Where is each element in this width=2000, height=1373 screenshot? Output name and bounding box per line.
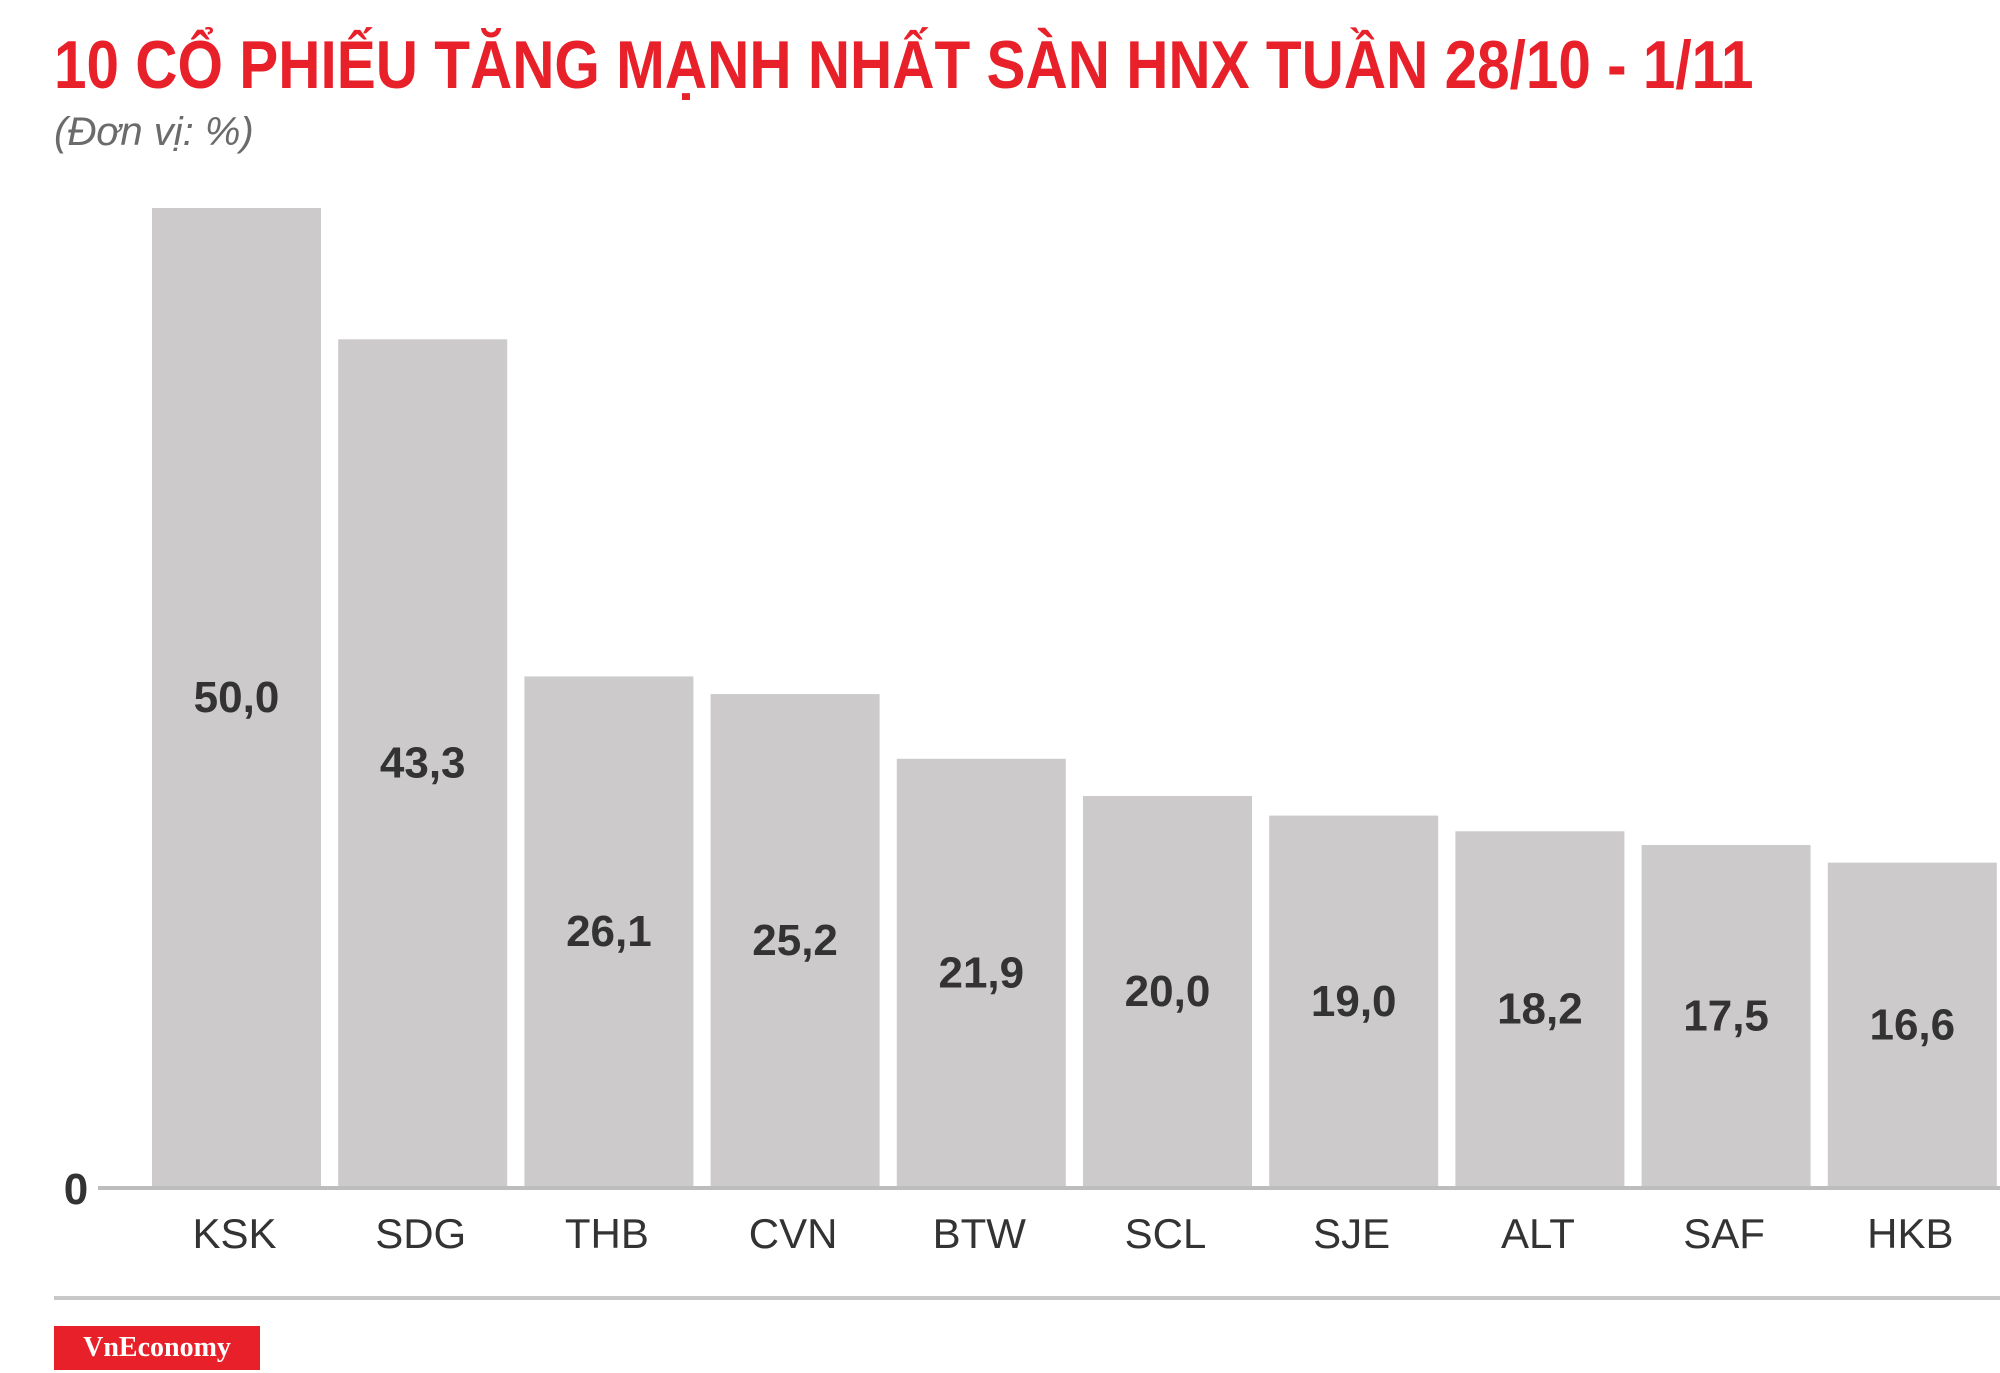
bar-sje [1269, 815, 1439, 1188]
value-label-sdg: 43,3 [380, 739, 466, 788]
bar-cvn [710, 694, 880, 1188]
bar-ksk [152, 208, 321, 1188]
vneconomy-logo: VnEconomy [54, 1326, 260, 1370]
bar-scl [1083, 796, 1252, 1188]
bar-chart: 50,0 KSK 43,3 SDG 26,1 THB 25,2 CVN 21,9 BTW 20,0 S… [64, 208, 2000, 1257]
bar-saf [1641, 845, 1811, 1188]
category-label-saf: SAF [1683, 1210, 1765, 1257]
category-label-hkb: HKB [1867, 1210, 1953, 1257]
bar-hkb [1827, 862, 1997, 1188]
category-label-sje: SJE [1313, 1210, 1390, 1257]
unit-subtitle: (Đơn vị: %) [54, 110, 254, 154]
category-label-cvn: CVN [749, 1210, 838, 1257]
footer-divider [54, 1296, 2000, 1300]
category-label-sdg: SDG [375, 1210, 466, 1257]
bar-alt [1455, 831, 1625, 1188]
chart-title: 10 CỔ PHIẾU TĂNG MẠNH NHẤT SÀN HNX TUẦN … [54, 27, 1754, 103]
value-label-scl: 20,0 [1125, 967, 1211, 1016]
y-tick-label-0: 0 [64, 1165, 88, 1214]
value-label-cvn: 25,2 [752, 916, 838, 965]
bar-btw [896, 758, 1066, 1188]
value-label-ksk: 50,0 [194, 673, 280, 722]
category-label-thb: THB [565, 1210, 649, 1257]
bar-sdg [338, 339, 508, 1188]
category-label-scl: SCL [1125, 1210, 1207, 1257]
value-label-saf: 17,5 [1683, 992, 1769, 1041]
value-label-thb: 26,1 [566, 907, 652, 956]
value-label-sje: 19,0 [1311, 977, 1397, 1026]
category-label-ksk: KSK [192, 1210, 276, 1257]
category-label-alt: ALT [1501, 1210, 1575, 1257]
value-label-hkb: 16,6 [1869, 1000, 1955, 1049]
bar-thb [524, 676, 694, 1188]
value-label-btw: 21,9 [938, 948, 1024, 997]
category-label-btw: BTW [933, 1210, 1027, 1257]
value-label-alt: 18,2 [1497, 985, 1583, 1034]
